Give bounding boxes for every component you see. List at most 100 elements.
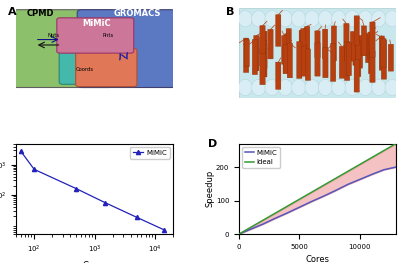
Ellipse shape [252, 79, 266, 96]
FancyBboxPatch shape [276, 62, 281, 89]
FancyBboxPatch shape [260, 37, 265, 66]
FancyBboxPatch shape [354, 59, 360, 92]
FancyBboxPatch shape [262, 40, 267, 77]
FancyBboxPatch shape [59, 39, 133, 84]
FancyBboxPatch shape [357, 36, 363, 68]
Line: MiMiC: MiMiC [19, 149, 166, 232]
Ellipse shape [358, 11, 372, 27]
FancyBboxPatch shape [283, 45, 288, 74]
Ellipse shape [372, 79, 386, 96]
FancyBboxPatch shape [262, 31, 267, 68]
FancyBboxPatch shape [299, 30, 304, 57]
FancyBboxPatch shape [304, 27, 310, 55]
FancyBboxPatch shape [252, 39, 258, 75]
Ellipse shape [278, 11, 292, 27]
Ellipse shape [265, 11, 279, 27]
Ellipse shape [305, 11, 319, 27]
MiMiC [103, 201, 108, 204]
Ellipse shape [292, 79, 306, 96]
Text: CPMD: CPMD [27, 9, 54, 18]
Ellipse shape [265, 79, 279, 96]
Text: Coords: Coords [76, 67, 94, 72]
Ellipse shape [318, 11, 332, 27]
MiMiC [249, 227, 254, 231]
MiMiC [134, 216, 139, 219]
FancyBboxPatch shape [344, 23, 349, 61]
Ellipse shape [332, 11, 346, 27]
Ellipse shape [345, 79, 359, 96]
MiMiC [161, 228, 166, 231]
FancyBboxPatch shape [57, 18, 134, 53]
Text: A: A [8, 7, 17, 17]
FancyBboxPatch shape [244, 39, 250, 67]
FancyBboxPatch shape [276, 15, 281, 46]
Text: MiMiC: MiMiC [82, 19, 110, 28]
FancyBboxPatch shape [315, 43, 320, 76]
FancyBboxPatch shape [244, 38, 249, 73]
MiMiC [74, 187, 79, 190]
MiMiC [261, 222, 266, 226]
Legend: MiMiC, Ideal: MiMiC, Ideal [242, 147, 280, 168]
FancyBboxPatch shape [339, 46, 345, 78]
FancyBboxPatch shape [300, 29, 306, 67]
FancyBboxPatch shape [354, 16, 360, 45]
MiMiC [309, 200, 314, 203]
FancyBboxPatch shape [287, 43, 292, 78]
Ellipse shape [372, 11, 386, 27]
FancyBboxPatch shape [297, 42, 302, 78]
Ellipse shape [305, 79, 319, 96]
Ellipse shape [238, 79, 252, 96]
MiMiC [370, 173, 374, 176]
FancyBboxPatch shape [286, 29, 292, 63]
FancyBboxPatch shape [381, 40, 386, 79]
FancyBboxPatch shape [268, 29, 273, 59]
FancyBboxPatch shape [305, 49, 311, 80]
Text: GROMACS: GROMACS [113, 9, 161, 18]
MiMiC [394, 165, 398, 169]
Text: B: B [226, 7, 235, 17]
Y-axis label: Speedup: Speedup [205, 170, 214, 208]
FancyBboxPatch shape [366, 34, 371, 63]
FancyBboxPatch shape [323, 48, 328, 78]
FancyBboxPatch shape [262, 44, 267, 77]
FancyBboxPatch shape [368, 32, 373, 59]
FancyBboxPatch shape [330, 43, 336, 82]
MiMiC [333, 189, 338, 192]
Ellipse shape [385, 79, 399, 96]
Ellipse shape [358, 79, 372, 96]
Ellipse shape [252, 11, 266, 27]
FancyBboxPatch shape [346, 43, 352, 75]
MiMiC [273, 217, 278, 220]
FancyBboxPatch shape [370, 51, 375, 83]
MiMiC [236, 232, 241, 236]
FancyBboxPatch shape [282, 36, 287, 64]
FancyBboxPatch shape [361, 26, 367, 56]
FancyBboxPatch shape [301, 46, 307, 76]
X-axis label: Cores: Cores [306, 255, 330, 263]
FancyBboxPatch shape [356, 41, 361, 77]
FancyBboxPatch shape [254, 36, 259, 71]
Legend: MiMiC: MiMiC [130, 147, 170, 159]
FancyBboxPatch shape [315, 31, 320, 58]
FancyBboxPatch shape [368, 36, 374, 74]
Ellipse shape [345, 11, 359, 27]
MiMiC [345, 183, 350, 186]
MiMiC [382, 168, 386, 171]
FancyBboxPatch shape [353, 36, 358, 65]
MiMiC [285, 211, 290, 215]
FancyBboxPatch shape [284, 34, 290, 64]
Ellipse shape [385, 11, 399, 27]
Text: Pnts: Pnts [102, 33, 114, 38]
X-axis label: Cores: Cores [82, 261, 106, 263]
MiMiC [321, 195, 326, 198]
FancyBboxPatch shape [370, 22, 375, 57]
FancyBboxPatch shape [260, 26, 265, 54]
Ellipse shape [292, 11, 306, 27]
MiMiC [32, 168, 36, 171]
Ellipse shape [332, 79, 346, 96]
FancyBboxPatch shape [344, 41, 350, 80]
FancyBboxPatch shape [77, 10, 176, 88]
Ellipse shape [318, 79, 332, 96]
Text: Npts: Npts [48, 33, 60, 38]
FancyBboxPatch shape [381, 39, 386, 68]
